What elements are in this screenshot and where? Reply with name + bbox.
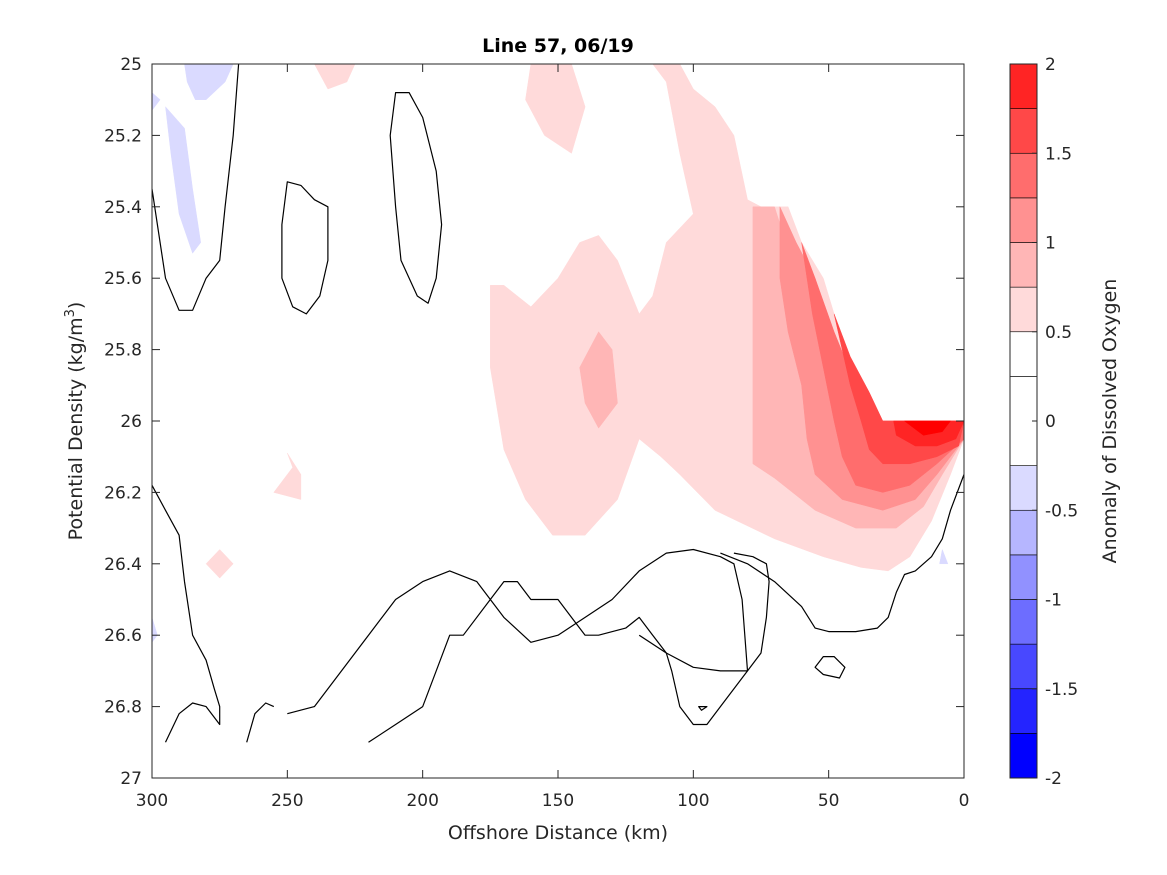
x-tick-label: 0	[959, 791, 970, 811]
contour-region-0p25	[273, 452, 302, 500]
y-axis-ticks: 25 25.2 25.4 25.6 25.8 26 26.2 26.4 26.6 26.8 27	[104, 55, 964, 789]
zero-contour-lines	[152, 64, 964, 743]
x-axis-label: Offshore Distance (km)	[448, 822, 668, 844]
colorbar-tick-label: -1.5	[1045, 680, 1078, 700]
colorbar-bands	[1009, 63, 1038, 779]
colorbar-tick-label: 0	[1045, 412, 1056, 432]
contour-region-neg0p25	[165, 106, 201, 254]
contour-region-neg0p25	[152, 92, 161, 111]
colorbar-band	[1009, 331, 1038, 377]
colorbar-tick-label: -0.5	[1045, 501, 1078, 521]
y-tick-label: 25	[120, 55, 142, 75]
x-tick-label: 250	[271, 791, 303, 811]
colorbar-band	[1009, 242, 1038, 288]
zero-contour-line	[638, 552, 770, 672]
y-tick-label: 26.4	[104, 555, 142, 575]
colorbar-band	[1009, 465, 1038, 511]
colorbar-tick-label: 2	[1045, 55, 1056, 75]
zero-contour-line	[152, 64, 240, 311]
plot-area: 300 250 200 150 100 50 0 2525.225.425.625.8262…	[104, 55, 969, 811]
x-tick-label: 300	[136, 791, 168, 811]
contour-region-neg0p25	[184, 64, 234, 100]
colorbar-band	[1009, 286, 1038, 333]
x-tick-label: 200	[406, 791, 438, 811]
zero-contour-line	[152, 485, 221, 743]
y-axis-label: Potential Density (kg/m3)	[63, 302, 87, 541]
contour-region-neg0p25	[152, 617, 158, 643]
contour-region-0p25	[314, 64, 356, 90]
contour-region-1p75	[903, 420, 952, 436]
y-tick-label: 27	[120, 769, 142, 789]
contour-region-0p25	[205, 549, 234, 579]
filled-contour-regions	[152, 64, 964, 643]
zero-contour-line	[720, 474, 964, 633]
colorbar-ticks: 2 1.5 1 0.5 0 -0.5 -1 -1.5 -2	[1032, 55, 1078, 789]
y-tick-label: 26.2	[104, 483, 142, 503]
x-tick-label: 150	[542, 791, 574, 811]
zero-contour-line	[698, 705, 708, 711]
y-tick-label: 26.8	[104, 698, 142, 718]
colorbar-tick-label: -1	[1045, 591, 1062, 611]
y-tick-label: 26.6	[104, 626, 142, 646]
x-axis-ticks: 300 250 200 150 100 50 0	[136, 64, 970, 811]
colorbar-band	[1009, 643, 1038, 690]
y-tick-label: 25.6	[104, 269, 142, 289]
colorbar-band	[1009, 152, 1038, 199]
colorbar-band	[1009, 108, 1038, 154]
colorbar-band	[1009, 733, 1038, 779]
zero-contour-line	[246, 702, 275, 743]
colorbar-tick-label: 0.5	[1045, 323, 1072, 343]
contour-region-0p25	[525, 64, 586, 154]
colorbar-band	[1009, 554, 1038, 600]
colorbar-label: Anomaly of Dissolved Oxygen	[1099, 279, 1121, 564]
zero-contour-line	[389, 91, 443, 304]
contour-region-neg0p25	[939, 548, 949, 565]
contour-region-0p5	[579, 331, 618, 429]
colorbar-tick-label: 1.5	[1045, 144, 1072, 164]
y-axis-label-main: Potential Density (kg/m	[65, 317, 87, 540]
zero-contour-line	[287, 548, 749, 743]
colorbar-band	[1009, 599, 1038, 645]
zero-contour-line	[281, 181, 329, 315]
zero-contour-line	[814, 655, 846, 679]
colorbar-band	[1009, 197, 1038, 243]
y-tick-label: 25.8	[104, 341, 142, 361]
colorbar-band	[1009, 63, 1038, 109]
colorbar-band	[1009, 688, 1038, 734]
y-tick-label: 25.2	[104, 126, 142, 146]
colorbar-band	[1009, 509, 1038, 556]
chart-title: Line 57, 06/19	[482, 35, 634, 57]
y-tick-label: 25.4	[104, 198, 142, 218]
colorbar: 2 1.5 1 0.5 0 -0.5 -1 -1.5 -2 Anomaly of Dissolv…	[1009, 55, 1121, 789]
y-axis-label-superscript: 3	[63, 309, 78, 317]
x-tick-label: 100	[677, 791, 709, 811]
colorbar-tick-label: 1	[1045, 234, 1056, 254]
y-tick-label: 26	[120, 412, 142, 432]
colorbar-tick-label: -2	[1045, 769, 1062, 789]
x-tick-label: 50	[818, 791, 840, 811]
y-axis-label-close: )	[65, 302, 87, 309]
